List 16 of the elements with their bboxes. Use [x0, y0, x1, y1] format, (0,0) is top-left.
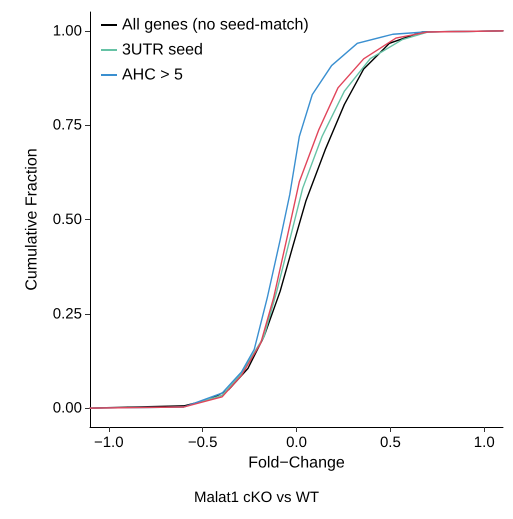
legend-label: AHC > 5 [122, 66, 184, 84]
text: Malat1 cKO vs WT [194, 489, 320, 506]
x-axis-title: Fold−Change [248, 454, 345, 472]
y-tick-label: 0.50 [52, 211, 82, 228]
y-tick-label: 0.25 [52, 305, 82, 322]
x-tick-label: 0.0 [286, 434, 307, 451]
legend-label: 3UTR seed [122, 42, 203, 58]
x-tick-label: −0.5 [188, 434, 218, 451]
x-tick-label: −1.0 [94, 434, 124, 451]
y-tick-label: 0.75 [52, 116, 82, 134]
x-tick-label: 1.0 [474, 434, 495, 451]
x-tick-label: 0.5 [380, 434, 401, 451]
legend-label: All genes (no seed-match) [122, 16, 309, 34]
y-tick-label: 0.00 [52, 400, 82, 417]
y-tick-label: 1.00 [52, 22, 82, 40]
y-axis-title: Cumulative Fraction [24, 148, 40, 291]
